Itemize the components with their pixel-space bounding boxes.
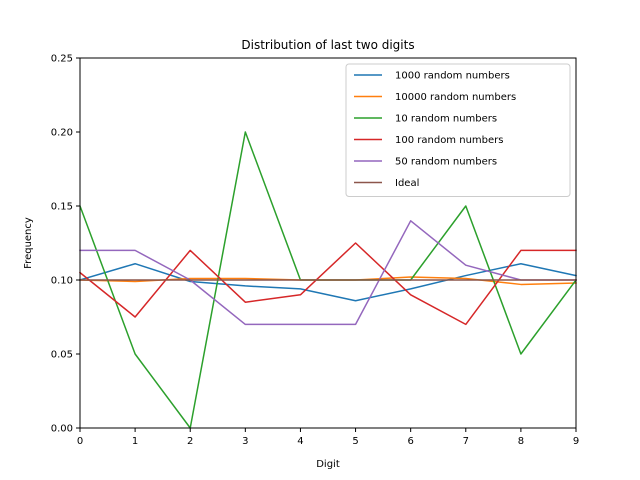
axes-frame bbox=[79, 57, 577, 429]
x-tick-label: 4 bbox=[297, 436, 303, 447]
y-tick-label: 0.15 bbox=[51, 202, 73, 213]
series-line-100-random-numbers bbox=[78, 242, 577, 326]
x-tick-label: 3 bbox=[242, 436, 248, 447]
legend-label-10000-random-numbers: 10000 random numbers bbox=[395, 92, 516, 103]
x-tick-label: 5 bbox=[352, 436, 358, 447]
chart-title: Distribution of last two digits bbox=[241, 38, 414, 52]
y-tick-label: 0.25 bbox=[51, 54, 73, 65]
series-layer bbox=[78, 131, 578, 429]
legend-label-10-random-numbers: 10 random numbers bbox=[395, 114, 497, 125]
x-tick-label: 6 bbox=[407, 436, 413, 447]
series-line-50-random-numbers bbox=[79, 220, 577, 326]
y-tick-label: 0.10 bbox=[51, 276, 73, 287]
y-tick-label: 0.05 bbox=[51, 350, 73, 361]
x-tick-label: 8 bbox=[518, 436, 524, 447]
legend-label-ideal: Ideal bbox=[395, 178, 419, 189]
x-tick-label: 2 bbox=[187, 436, 193, 447]
y-tick-label: 0.00 bbox=[51, 424, 73, 435]
legend-label-100-random-numbers: 100 random numbers bbox=[395, 135, 503, 146]
x-tick-label: 1 bbox=[132, 436, 138, 447]
x-axis-label: Digit bbox=[316, 459, 340, 470]
y-axis-label: Frequency bbox=[23, 217, 34, 269]
ticks-layer: 0 1 2 3 4 5 6 7 8 9 0.00 0.05 0.10 0.15 0.20 0.25 bbox=[51, 54, 579, 448]
axes-layer bbox=[79, 57, 577, 429]
legend-label-50-random-numbers: 50 random numbers bbox=[395, 157, 497, 168]
y-tick-label: 0.20 bbox=[51, 128, 73, 139]
legend-label-1000-random-numbers: 1000 random numbers bbox=[395, 71, 510, 82]
legend-box bbox=[345, 63, 571, 197]
x-tick-label: 9 bbox=[573, 436, 579, 447]
series-line-1000-random-numbers bbox=[79, 262, 577, 302]
x-tick-label: 0 bbox=[77, 436, 83, 447]
x-tick-label: 7 bbox=[463, 436, 469, 447]
legend: 1000 random numbers 10000 random numbers 1… bbox=[345, 63, 571, 197]
